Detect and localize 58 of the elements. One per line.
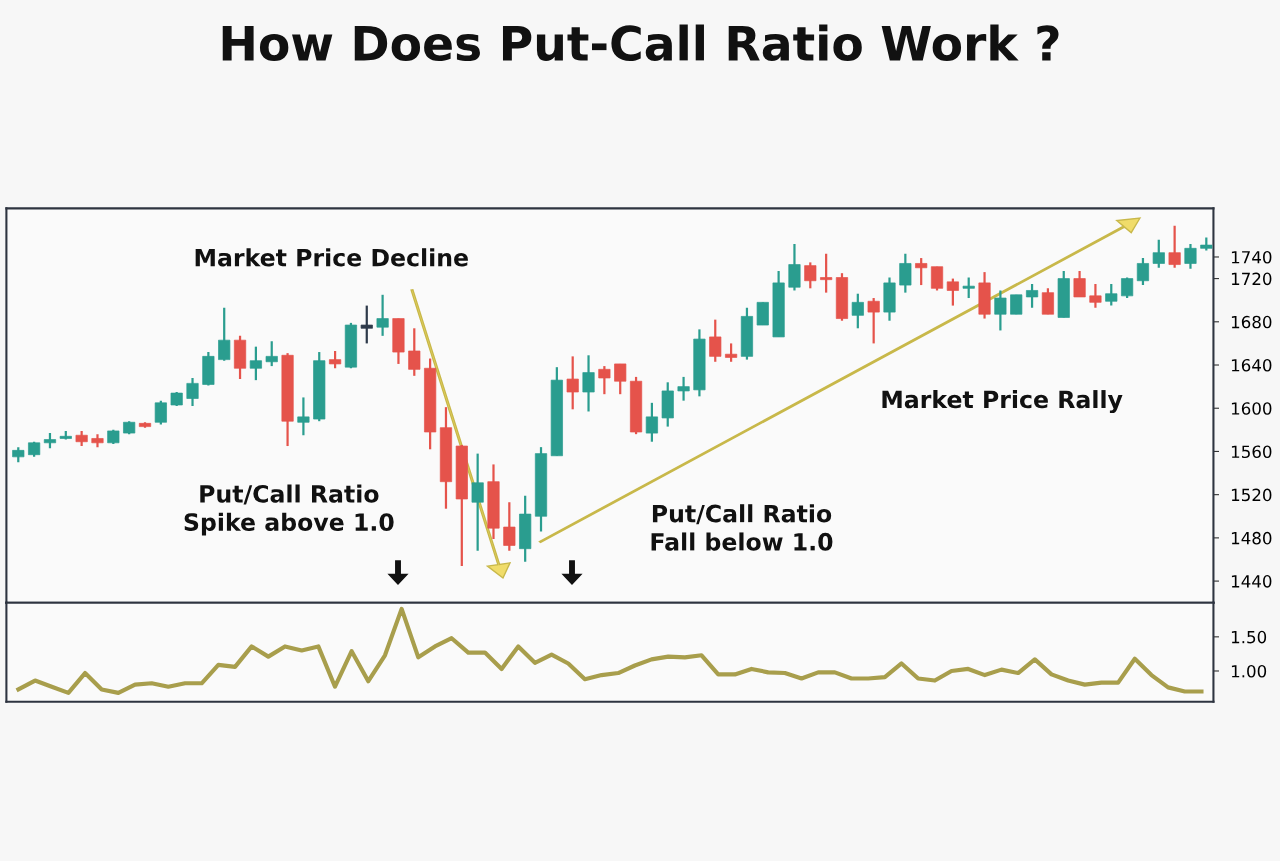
candlestick: [709, 318, 722, 363]
candlestick: [614, 362, 627, 396]
candlestick: [1136, 256, 1149, 287]
candlestick: [154, 399, 167, 426]
candlestick: [804, 261, 817, 290]
candlestick: [756, 301, 769, 327]
annotation: Put/Call Ratio Spike above 1.0: [184, 484, 394, 536]
y-tick-label: 1.00: [1231, 664, 1267, 678]
y-tick-label: 1740: [1231, 250, 1272, 264]
y-tick-label: 1480: [1231, 531, 1272, 545]
annotation: Market Price Decline: [195, 248, 468, 267]
candlestick: [645, 401, 658, 443]
candlestick: [582, 354, 595, 413]
candlestick: [265, 340, 278, 368]
candlestick: [1105, 282, 1118, 307]
y-tick-label: 1560: [1231, 445, 1272, 459]
candlestick: [408, 327, 421, 377]
annotation: Put/Call Ratio Fall below 1.0: [651, 504, 833, 551]
candlestick: [1073, 269, 1086, 299]
candlestick: [946, 277, 959, 307]
candlestick: [1168, 224, 1181, 269]
candlestick: [1184, 242, 1197, 270]
candlestick: [1041, 287, 1054, 316]
candlestick: [725, 342, 738, 363]
line-series: [16, 606, 1204, 695]
y-tick-label: 1640: [1231, 358, 1272, 372]
candlestick: [360, 304, 373, 345]
candlestick: [297, 396, 310, 437]
candlestick: [503, 501, 516, 552]
candlestick: [1026, 282, 1039, 309]
chart-title: How Does Put-Call Ratio Work ?: [222, 24, 1059, 62]
candlestick: [994, 289, 1007, 332]
candlestick: [1010, 293, 1023, 316]
candlestick: [867, 296, 880, 345]
annotation: Market Price Rally: [882, 390, 1123, 414]
candlestick: [899, 252, 912, 294]
candlestick: [820, 252, 833, 294]
candlestick: [376, 293, 389, 337]
candlestick: [1152, 238, 1165, 269]
candlestick: [566, 355, 579, 411]
candlestick: [851, 292, 864, 330]
y-tick-label: 1600: [1231, 402, 1272, 415]
candlestick: [598, 364, 611, 396]
candlestick: [677, 375, 690, 402]
candlestick: [249, 345, 262, 382]
candlestick: [930, 265, 944, 292]
candlestick: [962, 276, 975, 300]
y-tick-label: 1.50: [1231, 630, 1267, 644]
candlestick: [915, 256, 928, 287]
y-tick-label: 1440: [1231, 575, 1272, 588]
y-tick-label: 1680: [1231, 315, 1272, 329]
candlestick: [1089, 282, 1102, 309]
y-tick-label: 1520: [1231, 488, 1272, 502]
y-tick-label: 1720: [1231, 272, 1272, 286]
candlestick: [218, 306, 231, 362]
candlestick: [186, 376, 199, 408]
candlestick: [471, 452, 484, 552]
candlestick: [788, 242, 801, 292]
